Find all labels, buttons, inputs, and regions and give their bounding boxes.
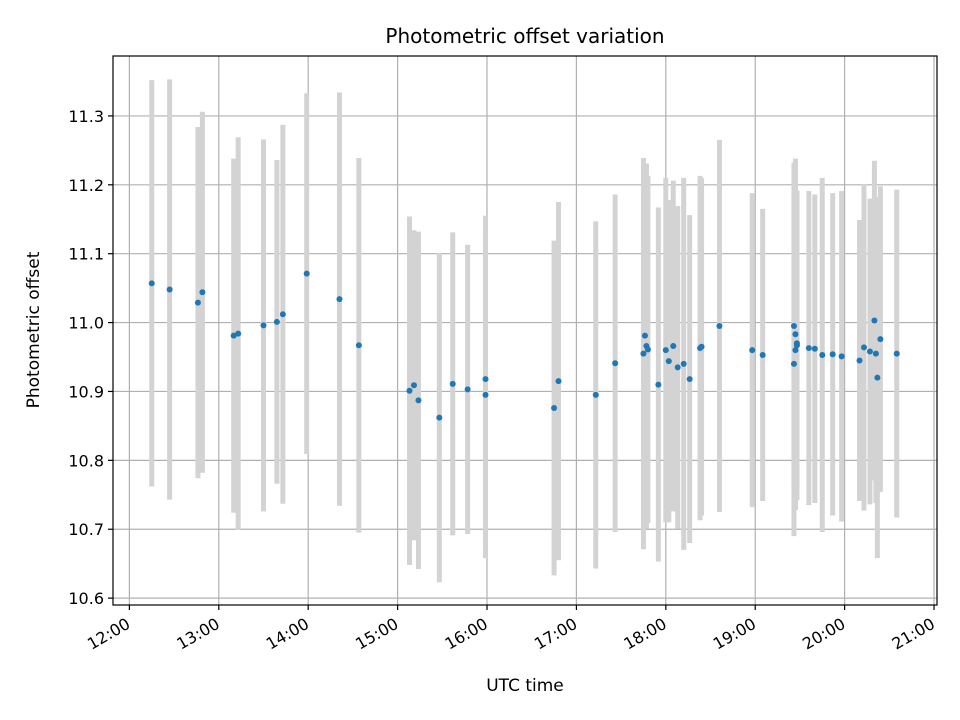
data-point <box>662 347 669 354</box>
data-point <box>482 391 489 398</box>
data-point <box>273 318 280 325</box>
data-point <box>874 374 881 381</box>
data-point <box>482 376 489 383</box>
data-point <box>792 331 799 338</box>
y-tick-label: 10.8 <box>68 451 104 470</box>
y-tick-label: 10.6 <box>68 589 104 608</box>
data-point <box>410 382 417 389</box>
data-point <box>449 380 456 387</box>
data-point <box>655 381 662 388</box>
data-point <box>680 360 687 367</box>
data-point <box>194 299 201 306</box>
data-point <box>640 350 647 357</box>
data-point <box>856 357 863 364</box>
data-point <box>871 317 878 324</box>
data-point <box>759 351 766 358</box>
plot-frame <box>112 55 938 606</box>
data-point <box>716 323 723 330</box>
y-tick-label: 10.7 <box>68 520 104 539</box>
data-point <box>893 350 900 357</box>
data-point <box>838 353 845 360</box>
data-point <box>235 330 242 337</box>
data-point <box>336 296 343 303</box>
y-axis-title: Photometric offset <box>24 251 44 408</box>
data-point <box>749 347 756 354</box>
data-point <box>790 323 797 330</box>
data-point <box>877 336 884 343</box>
data-point <box>464 386 471 393</box>
y-tick-label: 11.2 <box>68 176 104 195</box>
data-point <box>793 342 800 349</box>
data-point <box>860 344 867 351</box>
data-point <box>230 332 237 339</box>
data-point <box>551 404 558 411</box>
data-point <box>199 289 206 296</box>
data-point <box>686 376 693 383</box>
data-point <box>698 343 705 350</box>
y-axis: 10.6 10.7 10.8 10.9 11.0 11.1 11.2 11.3 <box>68 107 113 608</box>
data-point <box>436 414 443 421</box>
data-point <box>415 397 422 404</box>
data-point <box>612 360 619 367</box>
data-point <box>670 342 677 349</box>
y-tick-label: 11.3 <box>68 107 104 126</box>
data-point <box>805 345 812 352</box>
data-point <box>866 348 873 355</box>
data-point <box>644 346 651 353</box>
x-axis-title: UTC time <box>486 676 564 696</box>
y-tick-label: 11.0 <box>68 314 104 333</box>
data-point <box>279 311 286 318</box>
data-point <box>166 286 173 293</box>
data-point <box>674 364 681 371</box>
data-points <box>148 270 900 421</box>
data-point <box>303 270 310 277</box>
data-point <box>641 332 648 339</box>
data-point <box>829 351 836 358</box>
chart-title: Photometric offset variation <box>385 24 664 48</box>
data-point <box>790 360 797 367</box>
data-point <box>872 350 879 357</box>
data-point <box>555 378 562 385</box>
y-tick-label: 10.9 <box>68 382 104 401</box>
data-point <box>792 347 799 354</box>
y-tick-label: 11.1 <box>68 245 104 264</box>
data-point <box>665 358 672 365</box>
data-point <box>355 342 362 349</box>
data-point <box>592 391 599 398</box>
data-point <box>260 322 267 329</box>
data-point <box>148 280 155 287</box>
data-point <box>811 345 818 352</box>
data-point <box>406 387 413 394</box>
data-point <box>819 351 826 358</box>
